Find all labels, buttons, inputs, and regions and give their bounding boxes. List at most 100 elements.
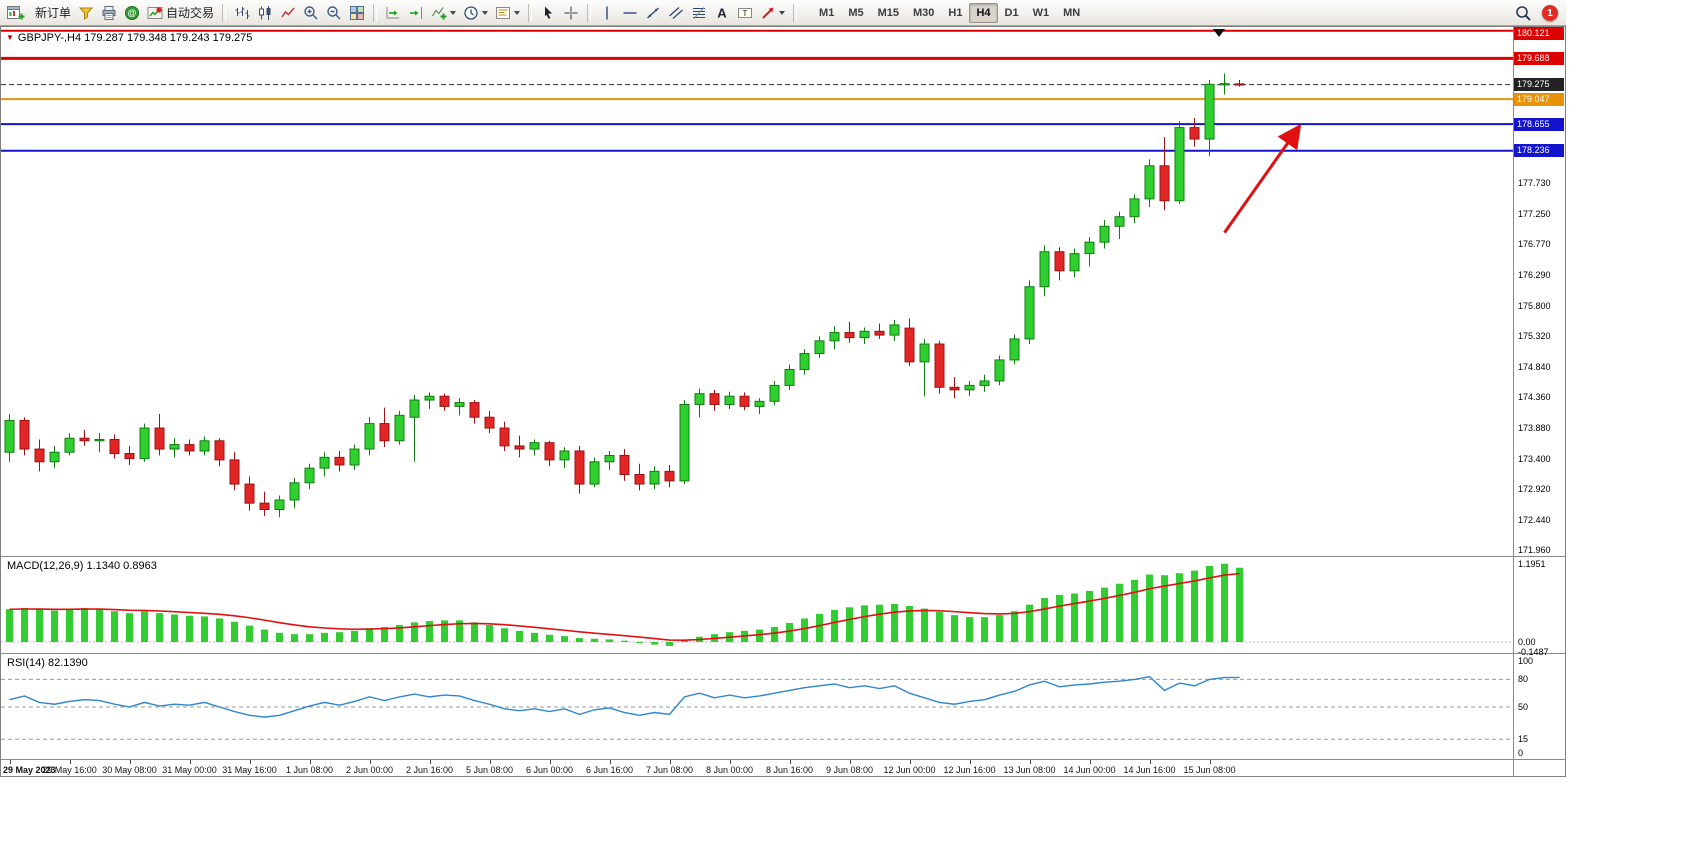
time-tick xyxy=(1029,760,1031,764)
timeframe-m5[interactable]: M5 xyxy=(848,6,864,19)
time-axis: 29 May 2023 29 May 16:00 30 May 08:00 31 Ma… xyxy=(1,760,1513,776)
toolbar-right: 1 xyxy=(1515,0,1558,26)
metaeditor-button[interactable] xyxy=(75,2,97,24)
time-label: 14 Jun 16:00 xyxy=(1123,765,1176,775)
periods-button[interactable] xyxy=(460,2,491,24)
macd-pane[interactable] xyxy=(1,557,1513,653)
auto-scroll-button[interactable] xyxy=(382,2,404,24)
bar-chart-button[interactable] xyxy=(231,2,253,24)
price-tick: 171.960 xyxy=(1518,545,1551,556)
timeframe-m30[interactable]: M30 xyxy=(913,6,935,19)
time-tick xyxy=(909,760,911,764)
cursor-icon xyxy=(545,6,553,19)
zoom-out-icon xyxy=(327,5,341,19)
toolbar-separator xyxy=(222,3,227,22)
line-chart-icon xyxy=(281,7,295,17)
zoom-in-button[interactable] xyxy=(300,2,322,24)
channel-tool-button[interactable] xyxy=(665,2,687,24)
time-label: 15 Jun 08:00 xyxy=(1183,765,1236,775)
community-button[interactable]: @ xyxy=(121,2,143,24)
price-tick: 176.770 xyxy=(1518,239,1551,250)
new-chart-button[interactable] xyxy=(4,2,28,24)
time-label: 6 Jun 16:00 xyxy=(585,765,634,775)
time-tick xyxy=(729,760,731,764)
autotrading-icon xyxy=(147,6,163,19)
time-tick xyxy=(9,760,11,764)
macd-axis-label: -0.1487 xyxy=(1518,646,1549,657)
crosshair-icon xyxy=(564,6,578,19)
search-icon[interactable] xyxy=(1515,5,1532,22)
macd-label: MACD(12,26,9) 1.1340 0.8963 xyxy=(7,560,157,572)
price-badge: 178.655 xyxy=(1514,117,1564,131)
main-chart[interactable] xyxy=(1,27,1513,556)
level-lines-layer xyxy=(1,29,1513,152)
chevron-down-icon xyxy=(779,10,786,15)
crosshair-tool-button[interactable] xyxy=(560,2,582,24)
bar-chart-icon xyxy=(235,6,250,19)
time-tick xyxy=(1089,760,1091,764)
svg-text:T: T xyxy=(743,8,748,17)
time-tick xyxy=(489,760,491,764)
vertical-line-tool-button[interactable] xyxy=(596,2,618,24)
arrows-tool-button[interactable] xyxy=(757,2,788,24)
text-label-tool-button[interactable]: T xyxy=(734,2,756,24)
new-chart-icon xyxy=(7,5,25,19)
fibonacci-icon xyxy=(693,6,706,19)
templates-button[interactable] xyxy=(492,2,523,24)
rsi-label: RSI(14) 82.1390 xyxy=(7,657,88,669)
timeframe-mn[interactable]: MN xyxy=(1063,6,1081,19)
svg-text:A: A xyxy=(717,5,727,20)
new-order-label: 新订单 xyxy=(35,6,72,20)
trendline-tool-button[interactable] xyxy=(642,2,664,24)
timeframe-d1[interactable]: D1 xyxy=(1004,6,1019,19)
time-label: 30 May 08:00 xyxy=(102,765,157,775)
time-label: 9 Jun 08:00 xyxy=(825,765,874,775)
price-tick: 177.250 xyxy=(1518,208,1551,219)
fibonacci-tool-button[interactable] xyxy=(688,2,710,24)
autotrading-button[interactable]: 自动交易 xyxy=(144,2,217,24)
rsi-pane[interactable] xyxy=(1,654,1513,759)
notification-badge[interactable]: 1 xyxy=(1542,5,1558,21)
line-chart-button[interactable] xyxy=(277,2,299,24)
pane-separator[interactable] xyxy=(1,653,1565,654)
time-label: 7 Jun 08:00 xyxy=(645,765,694,775)
time-tick xyxy=(669,760,671,764)
price-tick: 177.730 xyxy=(1518,177,1551,188)
time-label: 14 Jun 00:00 xyxy=(1063,765,1116,775)
price-tick: 172.920 xyxy=(1518,484,1551,495)
pane-separator[interactable] xyxy=(1,556,1565,557)
zoom-out-button[interactable] xyxy=(323,2,345,24)
mt4-terminal: 新订单 @ 自动交易 xyxy=(0,0,1566,777)
timeframe-h4[interactable]: H4 xyxy=(969,2,998,23)
print-button[interactable] xyxy=(98,2,120,24)
candlestick-chart-button[interactable] xyxy=(254,2,276,24)
time-label: 31 May 00:00 xyxy=(162,765,217,775)
cursor-tool-button[interactable] xyxy=(537,2,559,24)
chart-shift-marker[interactable] xyxy=(1213,29,1225,37)
indicators-button[interactable] xyxy=(428,2,459,24)
timeframe-m15[interactable]: M15 xyxy=(877,6,899,19)
price-tick: 175.800 xyxy=(1518,300,1551,311)
timeframe-m1[interactable]: M1 xyxy=(819,6,835,19)
vertical-line-icon xyxy=(606,6,608,19)
time-tick xyxy=(189,760,191,764)
new-order-button[interactable]: 新订单 xyxy=(29,2,74,24)
rsi-axis-label: 15 xyxy=(1518,734,1529,745)
time-tick xyxy=(369,760,371,764)
tile-windows-button[interactable] xyxy=(346,2,368,24)
time-label: 29 May 16:00 xyxy=(42,765,97,775)
timeframe-h1[interactable]: H1 xyxy=(948,6,963,19)
chart-shift-button[interactable] xyxy=(405,2,427,24)
rsi-line xyxy=(9,675,1240,718)
time-tick xyxy=(609,760,611,764)
toolbar: 新订单 @ 自动交易 xyxy=(0,0,1566,26)
timeframe-w1[interactable]: W1 xyxy=(1032,6,1050,19)
horizontal-line-tool-button[interactable] xyxy=(619,2,641,24)
time-tick xyxy=(1149,760,1151,764)
price-badge: 179.275 xyxy=(1514,78,1564,92)
text-icon: A xyxy=(717,5,727,20)
text-tool-button[interactable]: A xyxy=(711,2,733,24)
trend-arrow-annotation[interactable] xyxy=(1223,123,1302,234)
macd-signal-line xyxy=(9,572,1240,641)
metaeditor-icon xyxy=(78,7,94,20)
